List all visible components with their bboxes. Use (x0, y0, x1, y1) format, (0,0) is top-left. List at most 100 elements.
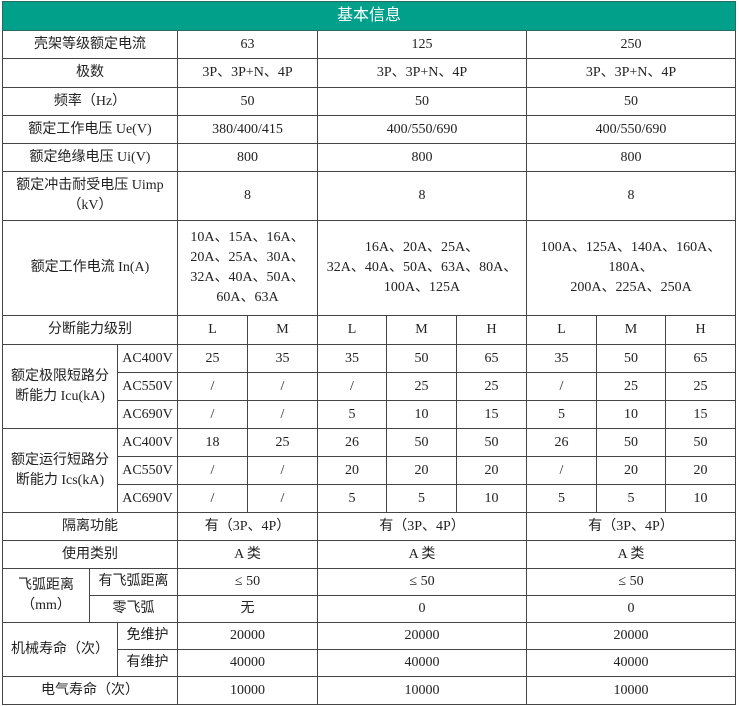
table-title: 基本信息 (1, 1, 737, 31)
row-label: 使用类别 (2, 540, 178, 569)
sub-label: 有飞弧距离 (89, 568, 178, 596)
value-cell: 10000 (317, 676, 527, 705)
value-cell: 20000 (177, 622, 318, 650)
level-cell: L (177, 315, 248, 345)
value-cell: 50 (596, 428, 666, 457)
voltage-label: AC690V (117, 484, 178, 513)
table-row: 分断能力级别 L M L M H L M H (2, 315, 737, 345)
table-row: 飞弧距离 （mm） 有飞弧距离 ≤ 50 ≤ 50 ≤ 50 (2, 568, 737, 623)
value-cell: 50 (456, 428, 527, 457)
cell-line: 100A、125A (383, 280, 461, 295)
value-cell: ≤ 50 (525, 568, 737, 596)
value-cell: 35 (526, 344, 597, 373)
value-cell: 25 (456, 372, 527, 401)
value-cell: 50 (596, 344, 666, 373)
table-row: 额定冲击耐受电压 Uimp （kV） 8 8 8 (2, 171, 737, 221)
table-row: 额定极限短路分 断能力 Icu(kA) AC400V 25 35 35 50 6… (2, 344, 737, 429)
value-cell: 15 (664, 400, 737, 429)
cell-line: 100A、125A、140A、160A、180A、 (540, 240, 722, 275)
table-row: 电气寿命（次） 10000 10000 10000 (2, 676, 737, 705)
table-row: AC550V / / / 25 25 / 25 25 (3, 372, 737, 401)
cell-line: 断能力 Icu(kA) (15, 388, 105, 404)
sub-label: 有维护 (117, 649, 178, 677)
value-cell: 20 (317, 456, 387, 485)
value-cell: 20000 (317, 622, 527, 650)
value-cell: 10000 (177, 676, 318, 705)
value-cell: 25 (386, 372, 457, 401)
level-cell: L (526, 315, 597, 345)
value-cell: 63 (177, 30, 318, 59)
value-cell: 5 (386, 484, 457, 513)
value-cell: 100A、125A、140A、160A、180A、 200A、225A、250A (525, 220, 737, 316)
value-cell: 18 (177, 428, 248, 457)
row-label: 机械寿命（次） (2, 622, 118, 677)
level-cell: H (456, 315, 527, 345)
cell-line: 断能力 Ics(kA) (15, 472, 105, 488)
value-cell: 10 (386, 400, 457, 429)
table-row: 机械寿命（次） 免维护 20000 20000 20000 (2, 622, 737, 677)
value-cell: A 类 (317, 540, 527, 569)
value-cell: 50 (177, 87, 318, 116)
table-row: 极数 3P、3P+N、4P 3P、3P+N、4P 3P、3P+N、4P (2, 58, 737, 88)
table-row: 壳架等级额定电流 63 125 250 (2, 30, 737, 59)
cell-line: 10A、15A、16A、 (190, 230, 305, 245)
voltage-label: AC550V (117, 456, 178, 485)
value-cell: 65 (664, 344, 737, 373)
value-cell: 15 (456, 400, 527, 429)
voltage-label: AC400V (117, 344, 178, 373)
row-label: 额定工作电压 Ue(V) (2, 115, 178, 144)
value-cell: 8 (525, 171, 737, 221)
value-cell: 380/400/415 (177, 115, 318, 144)
table-header-row: 基本信息 (1, 1, 737, 31)
cell-line: 200A、225A、250A (570, 280, 692, 295)
value-cell: / (177, 484, 248, 513)
row-label: 电气寿命（次） (2, 676, 178, 705)
value-cell: / (177, 456, 248, 485)
row-label: 飞弧距离 （mm） (2, 568, 90, 623)
value-cell: 有（3P、4P） (317, 512, 527, 541)
table-row: 额定运行短路分 断能力 Ics(kA) AC400V 18 25 26 50 5… (2, 428, 737, 513)
value-cell: 5 (526, 400, 597, 429)
cell-line: 16A、20A、25A、 (364, 240, 480, 255)
value-cell: 25 (247, 428, 318, 457)
table-row: AC690V / / 5 5 10 5 5 10 (3, 484, 737, 513)
value-cell: 50 (525, 87, 737, 116)
value-cell: / (247, 456, 318, 485)
value-cell: 26 (526, 428, 597, 457)
value-cell: / (526, 372, 597, 401)
voltage-label: AC690V (117, 400, 178, 429)
value-cell: A 类 (177, 540, 318, 569)
row-label: 额定冲击耐受电压 Uimp （kV） (2, 171, 178, 221)
level-cell: H (664, 315, 737, 345)
sub-label: 零飞弧 (89, 595, 178, 623)
table-row: 有维护 40000 40000 40000 (3, 649, 737, 677)
value-cell: / (317, 372, 387, 401)
cell-line: 额定极限短路分 (11, 368, 109, 384)
value-cell: 800 (177, 143, 318, 172)
row-label: 隔离功能 (2, 512, 178, 541)
value-cell: 8 (177, 171, 318, 221)
table-row: 零飞弧 无 0 0 (3, 595, 737, 623)
value-cell: 50 (664, 428, 737, 457)
value-cell: 10A、15A、16A、 20A、25A、30A、 32A、40A、50A、 6… (177, 220, 318, 316)
table-row: 额定工作电流 In(A) 10A、15A、16A、 20A、25A、30A、 3… (2, 220, 737, 316)
cell-line: 额定运行短路分 (11, 452, 109, 468)
value-cell: 400/550/690 (525, 115, 737, 144)
level-cell: M (596, 315, 666, 345)
value-cell: 400/550/690 (317, 115, 527, 144)
value-cell: 65 (456, 344, 527, 373)
value-cell: 35 (317, 344, 387, 373)
value-cell: 20 (386, 456, 457, 485)
value-cell: / (247, 400, 318, 429)
value-cell: 40000 (525, 649, 737, 677)
table-row: 额定绝缘电压 Ui(V) 800 800 800 (2, 143, 737, 172)
table-row: 额定工作电压 Ue(V) 380/400/415 400/550/690 400… (2, 115, 737, 144)
value-cell: 5 (596, 484, 666, 513)
value-cell: 20000 (525, 622, 737, 650)
value-cell: / (526, 456, 597, 485)
value-cell: 20 (456, 456, 527, 485)
table-row: 隔离功能 有（3P、4P） 有（3P、4P） 有（3P、4P） (2, 512, 737, 541)
value-cell: 25 (596, 372, 666, 401)
value-cell: 800 (317, 143, 527, 172)
value-cell: 5 (317, 400, 387, 429)
